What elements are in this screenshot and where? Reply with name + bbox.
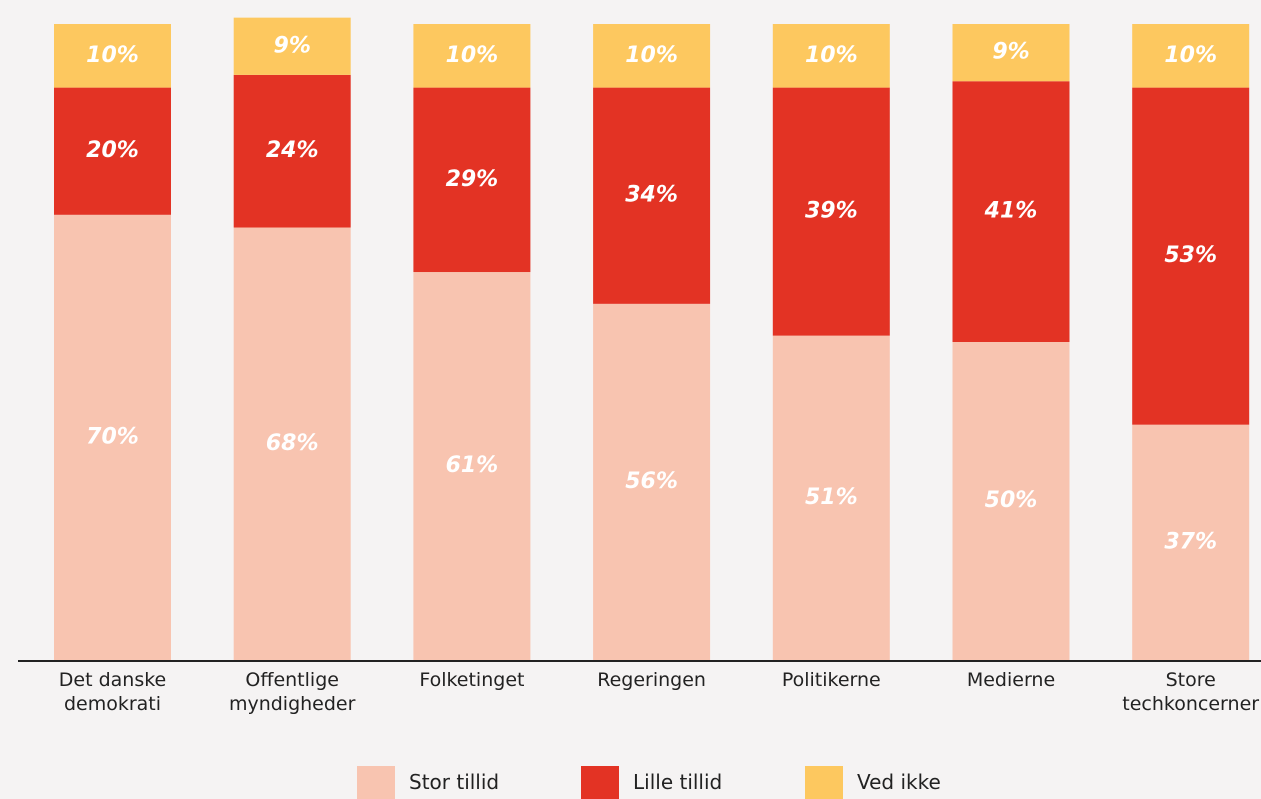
bar-segment (1132, 424, 1250, 660)
bar-segment (952, 81, 1070, 343)
value-label: 61% (446, 453, 499, 478)
value-label: 9% (992, 40, 1029, 65)
bar-segment (593, 24, 711, 88)
value-label: 20% (86, 138, 139, 163)
legend-label: Lille tillid (633, 770, 723, 794)
bar-segment (54, 214, 171, 661)
value-label: 50% (985, 488, 1038, 513)
value-label: 10% (446, 43, 499, 68)
bar-segment (413, 272, 531, 660)
value-label: 34% (625, 183, 678, 208)
value-label: 10% (805, 43, 858, 68)
bar-segment (772, 87, 890, 336)
bar-segment (772, 24, 890, 88)
value-label: 39% (805, 199, 858, 224)
bar-segment (413, 24, 531, 88)
bar-segment (952, 342, 1070, 660)
value-label: 56% (625, 469, 678, 494)
value-label: 53% (1164, 243, 1217, 268)
value-label: 70% (86, 424, 139, 449)
legend-swatch (581, 766, 619, 799)
value-label: 24% (266, 138, 319, 163)
value-label: 9% (274, 33, 311, 58)
bar-segment (233, 17, 351, 75)
value-label: 51% (805, 485, 858, 510)
value-label: 37% (1164, 529, 1217, 554)
bar-segment (952, 24, 1070, 82)
legend-swatch (357, 766, 395, 799)
bar-segment (54, 87, 171, 215)
value-label: 41% (984, 199, 1038, 224)
x-tick-label: Medierne (966, 669, 1056, 691)
legend-label: Stor tillid (409, 770, 500, 794)
x-tick-label: Politikerne (781, 669, 881, 691)
value-label: 10% (1164, 43, 1217, 68)
bar-segment (1132, 87, 1250, 425)
bar-segment (593, 303, 711, 660)
bar-segment (593, 87, 711, 304)
x-tick-label: Det danske demokrati (58, 669, 167, 715)
bar-segment (772, 335, 890, 660)
bar-segment (233, 74, 351, 228)
x-tick-label: Folketinget (419, 669, 525, 691)
bar-segment (1132, 24, 1250, 88)
x-tick-label: Offentlige myndigheder (228, 669, 356, 715)
bar-segment (233, 227, 351, 660)
bar-segment (54, 24, 171, 88)
x-tick-label: Regeringen (597, 669, 706, 691)
value-label: 10% (86, 43, 139, 68)
value-label: 10% (625, 43, 678, 68)
legend-swatch (805, 766, 843, 799)
value-label: 68% (266, 431, 319, 456)
x-tick-label: Store techkoncerner (1122, 669, 1260, 715)
bar-segment (413, 87, 531, 273)
value-label: 29% (446, 167, 499, 192)
legend-label: Ved ikke (857, 770, 941, 794)
